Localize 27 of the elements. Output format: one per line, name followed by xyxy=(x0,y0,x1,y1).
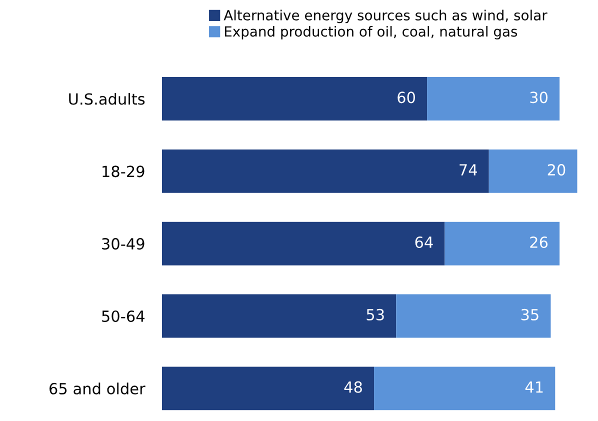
bar xyxy=(162,366,374,410)
data-label: 60 xyxy=(398,92,415,104)
bar xyxy=(427,77,560,120)
bar xyxy=(162,222,445,266)
y-tick-label: 30-49 xyxy=(102,238,144,250)
bar xyxy=(488,149,578,193)
data-label: 20 xyxy=(548,164,566,176)
y-tick-label: 50-64 xyxy=(102,310,144,322)
data-label: 64 xyxy=(415,236,433,248)
data-label: 30 xyxy=(530,92,548,104)
bar xyxy=(162,77,428,120)
bar xyxy=(444,222,560,266)
data-label: 74 xyxy=(460,164,477,176)
data-label: 53 xyxy=(366,308,384,320)
bar xyxy=(374,366,556,410)
y-tick-label: 65 and older xyxy=(50,382,146,394)
data-label: 35 xyxy=(521,308,538,320)
data-label: 48 xyxy=(344,381,362,393)
y-tick-label: U.S.adults xyxy=(69,92,145,105)
bar xyxy=(162,294,396,338)
bar xyxy=(396,294,551,338)
legend-label: Alternative energy sources such as wind, solar xyxy=(224,10,548,24)
data-label: 26 xyxy=(530,236,548,248)
data-label: 41 xyxy=(525,381,543,393)
bar xyxy=(162,149,489,193)
y-tick-label: 18-29 xyxy=(102,166,144,178)
legend-label: Expand production of oil, coal, natural gas xyxy=(224,26,518,40)
